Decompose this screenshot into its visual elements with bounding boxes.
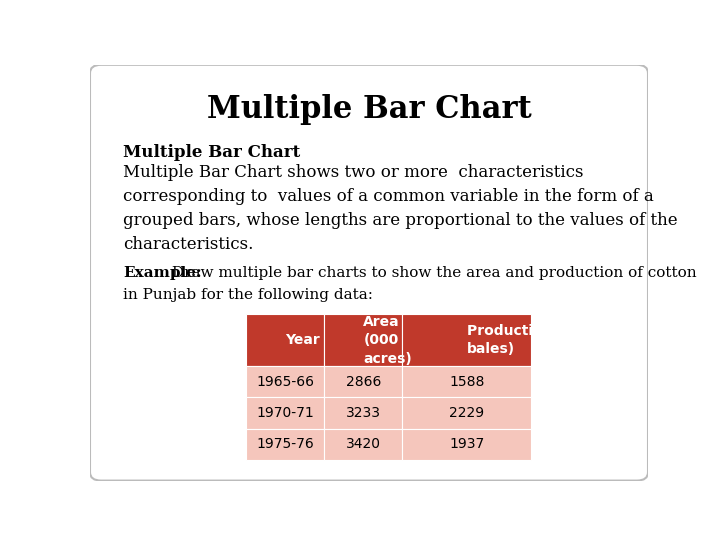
Text: 2866: 2866 (346, 375, 381, 389)
Text: Area
(000
acres): Area (000 acres) (364, 315, 412, 366)
FancyBboxPatch shape (246, 366, 324, 397)
Text: Draw multiple bar charts to show the area and production of cotton: Draw multiple bar charts to show the are… (167, 266, 697, 280)
FancyBboxPatch shape (246, 429, 324, 460)
Text: Multiple Bar Chart: Multiple Bar Chart (124, 144, 301, 161)
FancyBboxPatch shape (324, 366, 402, 397)
FancyBboxPatch shape (324, 314, 402, 366)
FancyBboxPatch shape (402, 397, 531, 429)
Text: corresponding to  values of a common variable in the form of a: corresponding to values of a common vari… (124, 188, 654, 205)
Text: Multiple Bar Chart: Multiple Bar Chart (207, 94, 531, 125)
FancyBboxPatch shape (402, 314, 531, 366)
FancyBboxPatch shape (324, 429, 402, 460)
FancyBboxPatch shape (90, 65, 648, 481)
Text: Year: Year (285, 333, 320, 347)
FancyBboxPatch shape (402, 366, 531, 397)
Text: 1970-71: 1970-71 (256, 406, 314, 420)
Text: Example:: Example: (124, 266, 202, 280)
Text: Multiple Bar Chart shows two or more  characteristics: Multiple Bar Chart shows two or more cha… (124, 164, 584, 181)
Text: 1975-76: 1975-76 (256, 437, 314, 451)
Text: characteristics.: characteristics. (124, 236, 254, 253)
Text: 3420: 3420 (346, 437, 381, 451)
FancyBboxPatch shape (402, 429, 531, 460)
FancyBboxPatch shape (246, 314, 324, 366)
Text: grouped bars, whose lengths are proportional to the values of the: grouped bars, whose lengths are proporti… (124, 212, 678, 229)
Text: 2229: 2229 (449, 406, 485, 420)
Text: 1965-66: 1965-66 (256, 375, 315, 389)
Text: Production (000
bales): Production (000 bales) (467, 324, 593, 356)
FancyBboxPatch shape (246, 397, 324, 429)
Text: 1937: 1937 (449, 437, 485, 451)
Text: 3233: 3233 (346, 406, 381, 420)
FancyBboxPatch shape (324, 397, 402, 429)
Text: in Punjab for the following data:: in Punjab for the following data: (124, 288, 374, 302)
Text: 1588: 1588 (449, 375, 485, 389)
